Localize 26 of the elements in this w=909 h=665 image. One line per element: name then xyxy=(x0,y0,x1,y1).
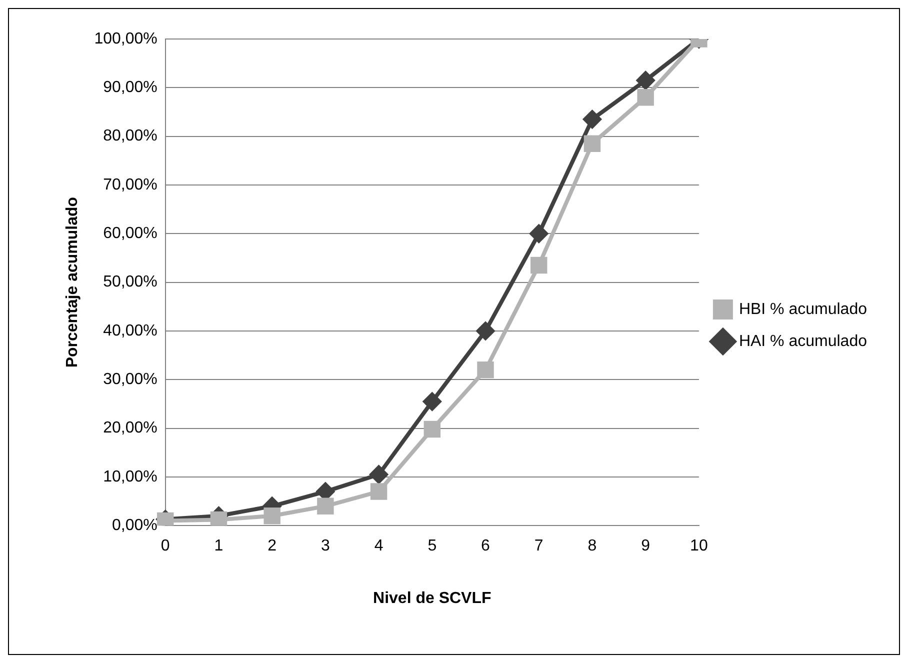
x-tick-label: 1 xyxy=(214,538,224,555)
x-tick-label: 4 xyxy=(374,538,384,555)
y-tick-label: 80,00% xyxy=(103,128,158,145)
legend-label: HBI % acumulado xyxy=(738,300,868,318)
x-tick-label: 8 xyxy=(588,538,597,555)
x-axis-title: Nivel de SCVLF xyxy=(373,590,492,607)
x-tick-label: 7 xyxy=(534,538,544,555)
y-tick-label: 30,00% xyxy=(103,371,158,388)
legend-label: HAI % acumulado xyxy=(738,332,868,350)
x-tick-label: 10 xyxy=(690,538,708,555)
y-tick-label: 10,00% xyxy=(103,468,158,486)
y-tick-label: 40,00% xyxy=(103,322,158,340)
y-axis-title: Porcentaje acumulado xyxy=(64,196,82,368)
y-tick-label: 50,00% xyxy=(103,274,158,291)
y-tick-label: 90,00% xyxy=(103,79,158,96)
y-tick-label: 60,00% xyxy=(103,225,158,242)
x-tick-label: 5 xyxy=(428,538,437,555)
y-tick-label: 20,00% xyxy=(103,420,158,437)
x-tick-label: 9 xyxy=(641,538,650,555)
x-tick-label: 2 xyxy=(268,538,277,555)
y-tick-label: 70,00% xyxy=(103,176,158,194)
x-tick-label: 3 xyxy=(320,538,330,555)
y-tick-label: 100,00% xyxy=(94,30,158,48)
x-tick-label: 0 xyxy=(160,538,170,555)
y-tick-label: 0,00% xyxy=(112,517,158,534)
x-tick-label: 6 xyxy=(481,538,490,555)
